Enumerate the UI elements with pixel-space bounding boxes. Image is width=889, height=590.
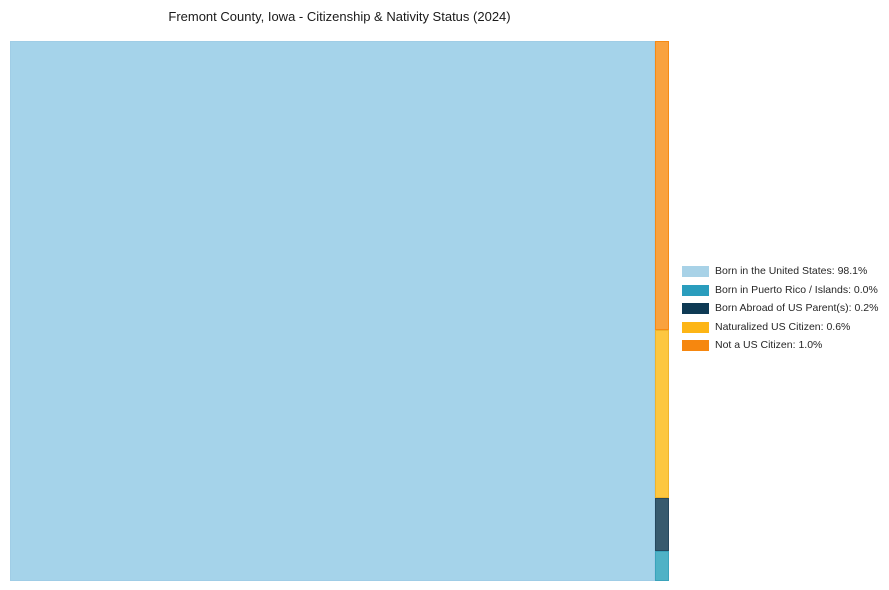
- legend-label-not-citizen: Not a US Citizen: 1.0%: [715, 339, 823, 351]
- legend-label-born-abroad: Born Abroad of US Parent(s): 0.2%: [715, 302, 879, 314]
- chart-legend: Born in the United States: 98.1% Born in…: [682, 266, 878, 359]
- legend-swatch-born-in-puerto-rico: [682, 284, 709, 296]
- legend-label-born-in-puerto-rico: Born in Puerto Rico / Islands: 0.0%: [715, 283, 878, 296]
- legend-item-born-in-puerto-rico: Born in Puerto Rico / Islands: 0.0%: [682, 283, 878, 296]
- legend-item-born-abroad: Born Abroad of US Parent(s): 0.2%: [682, 303, 878, 314]
- treemap-tile-born-in-us: [10, 41, 655, 581]
- treemap-tile-not-us-citizen: [655, 41, 669, 330]
- treemap-tile-born-abroad-of-us-parents: [655, 498, 669, 551]
- legend-item-not-citizen: Not a US Citizen: 1.0%: [682, 340, 878, 351]
- legend-swatch-naturalized: [682, 321, 709, 333]
- legend-swatch-born-abroad: [682, 303, 709, 314]
- treemap-tile-naturalized-us-citizen: [655, 330, 669, 498]
- treemap: [10, 41, 669, 581]
- legend-item-born-in-us: Born in the United States: 98.1%: [682, 266, 878, 277]
- legend-label-born-in-us: Born in the United States: 98.1%: [715, 265, 868, 277]
- legend-item-naturalized: Naturalized US Citizen: 0.6%: [682, 320, 878, 333]
- legend-swatch-born-in-us: [682, 266, 709, 277]
- legend-swatch-not-citizen: [682, 340, 709, 351]
- chart-title: Fremont County, Iowa - Citizenship & Nat…: [168, 9, 511, 24]
- treemap-tile-born-in-puerto-rico-islands: [655, 551, 669, 581]
- legend-label-naturalized: Naturalized US Citizen: 0.6%: [715, 320, 851, 333]
